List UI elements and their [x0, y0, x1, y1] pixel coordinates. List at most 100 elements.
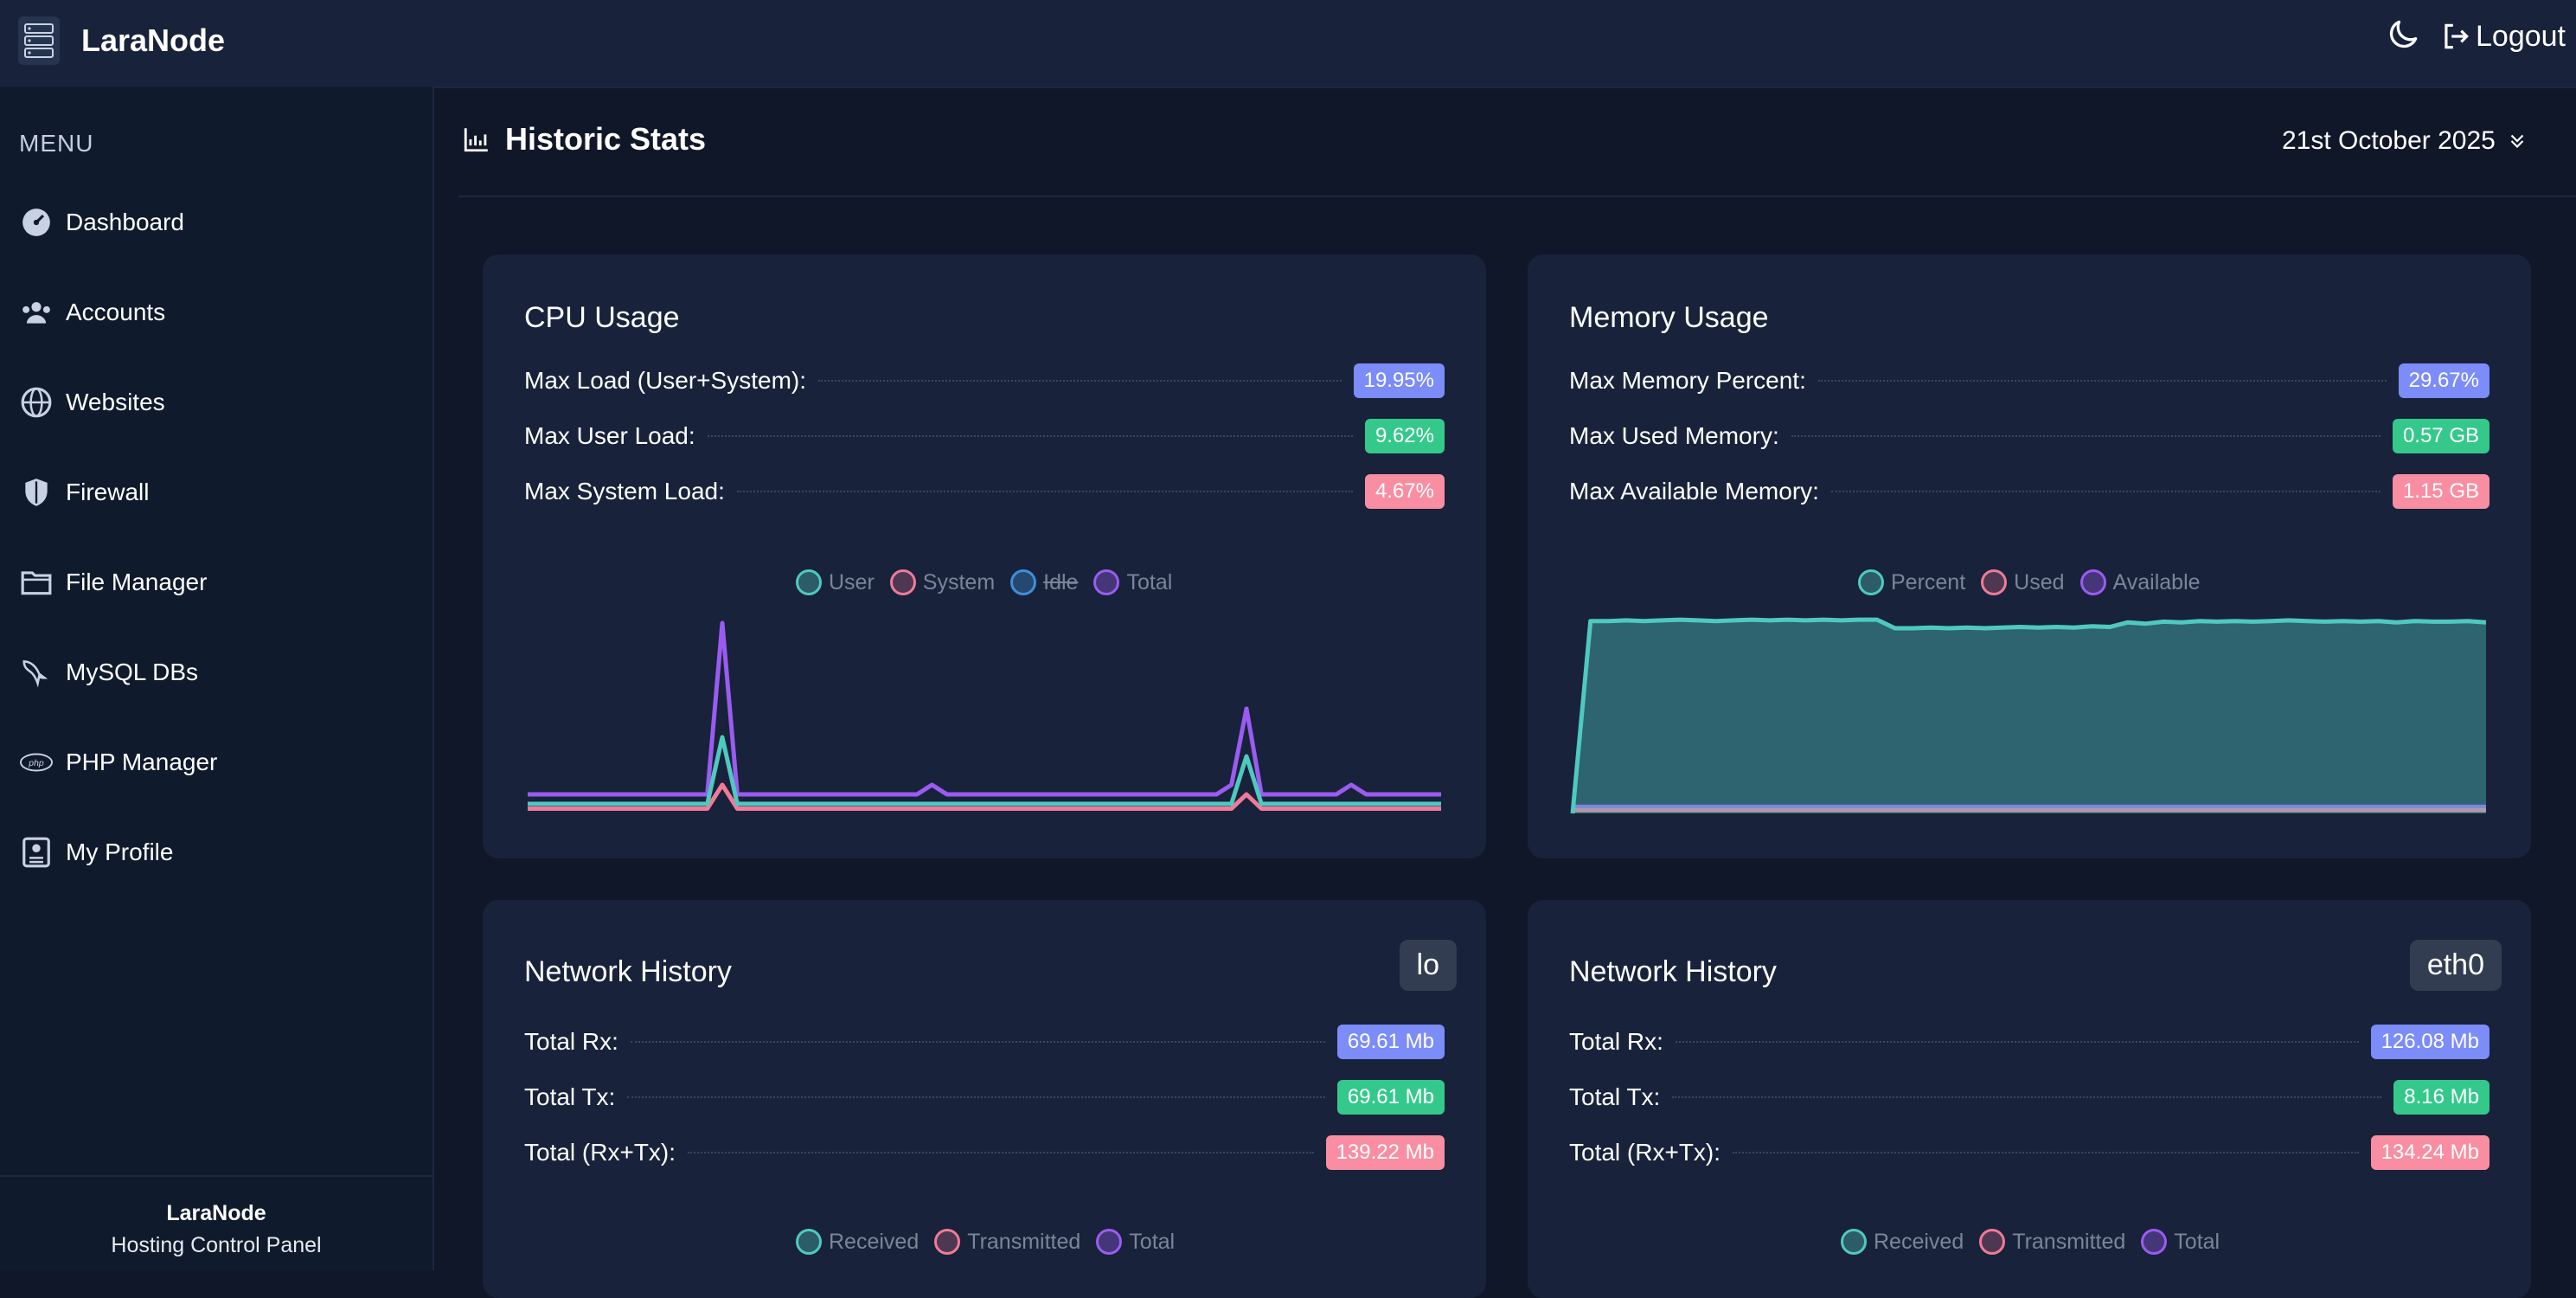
sidebar-footer: LaraNode Hosting Control Panel — [0, 1175, 433, 1258]
sidebar-item-my-profile[interactable]: My Profile — [19, 831, 173, 874]
footer-app-name: LaraNode — [166, 1201, 266, 1225]
page-header: Historic Stats — [462, 121, 706, 157]
app-name[interactable]: LaraNode — [81, 22, 226, 58]
logout-button[interactable]: Logout — [2439, 17, 2566, 55]
legend-item-total[interactable]: Total — [1093, 569, 1172, 595]
chevron-double-down-icon — [2510, 134, 2524, 149]
stat-divider — [1830, 491, 2381, 492]
network-history-lo-card: Network History lo Total Rx: 69.61 Mb To… — [483, 900, 1486, 1298]
svg-text:php: php — [28, 759, 44, 768]
memory-area-chart — [1570, 617, 2487, 814]
stat-divider — [707, 435, 1353, 437]
legend-item-received[interactable]: Received — [1841, 1229, 1964, 1255]
profile-card-icon — [19, 835, 54, 870]
date-select[interactable]: 21st October 2025 — [2282, 126, 2528, 156]
legend-item-available[interactable]: Available — [2079, 569, 2201, 595]
legend-label: Idle — [1043, 569, 1079, 594]
sidebar-item-file-manager[interactable]: File Manager — [19, 561, 207, 604]
sidebar-item-label: My Profile — [66, 839, 174, 865]
legend-label: Total — [1129, 1229, 1176, 1254]
series-area-percent — [1573, 620, 2486, 813]
legend-swatch — [1096, 1229, 1123, 1255]
sidebar-item-websites[interactable]: Websites — [19, 381, 165, 424]
users-icon — [19, 295, 54, 330]
stat-row: Max Load (User+System): 19.95% — [524, 363, 1445, 398]
stat-label: Total Rx: — [1569, 1028, 1663, 1055]
legend-label: System — [922, 569, 996, 594]
legend-label: Transmitted — [2012, 1229, 2126, 1254]
memory-usage-card: Memory Usage Max Memory Percent: 29.67% … — [1528, 254, 2531, 858]
sidebar-item-dashboard[interactable]: Dashboard — [19, 201, 184, 244]
legend-label: Percent — [1891, 569, 1966, 594]
stat-label: Total Rx: — [524, 1028, 618, 1055]
legend-label: Received — [1874, 1229, 1964, 1254]
sidebar-item-label: Accounts — [66, 299, 166, 325]
legend-label: Transmitted — [967, 1229, 1081, 1254]
cpu-line-chart — [528, 620, 1441, 811]
sidebar-item-php-manager[interactable]: php PHP Manager — [19, 741, 217, 784]
sidebar-item-firewall[interactable]: Firewall — [19, 471, 149, 514]
sidebar-item-label: MySQL DBs — [66, 659, 198, 685]
stat-row: Total Tx: 69.61 Mb — [524, 1080, 1445, 1115]
chart-icon — [464, 128, 488, 152]
legend-swatch — [1010, 569, 1037, 595]
server-logo-icon[interactable] — [17, 16, 61, 66]
legend-swatch — [1979, 1229, 2006, 1255]
stat-label: Max Used Memory: — [1569, 422, 1779, 449]
interface-chip[interactable]: lo — [1399, 940, 1457, 991]
card-title: CPU Usage — [524, 301, 680, 334]
stat-row: Max System Load: 4.67% — [524, 474, 1445, 509]
legend-item-transmitted[interactable]: Transmitted — [1979, 1229, 2125, 1255]
card-title: Network History — [524, 955, 732, 988]
stat-row: Total (Rx+Tx): 134.24 Mb — [1569, 1135, 2489, 1170]
stat-label: Max Load (User+System): — [524, 367, 806, 394]
stat-divider — [630, 1041, 1325, 1043]
stat-badge: 9.62% — [1364, 419, 1445, 453]
stat-badge: 1.15 GB — [2392, 474, 2489, 509]
interface-chip[interactable]: eth0 — [2409, 940, 2502, 991]
chart-legend: Received Transmitted Total — [796, 1229, 1175, 1255]
date-select-value: 21st October 2025 — [2282, 126, 2496, 155]
stat-badge: 69.61 Mb — [1336, 1025, 1445, 1059]
chart-legend: Percent Used Available — [1858, 569, 2201, 595]
legend-item-total[interactable]: Total — [2141, 1229, 2220, 1255]
stat-badge: 0.57 GB — [2392, 419, 2489, 453]
sidebar-item-mysql-dbs[interactable]: MySQL DBs — [19, 651, 198, 694]
legend-swatch — [1981, 569, 2008, 595]
stat-label: Total Tx: — [524, 1083, 616, 1110]
legend-label: Used — [2014, 569, 2065, 594]
stat-divider — [1817, 380, 2387, 382]
legend-item-system[interactable]: System — [889, 569, 996, 595]
legend-item-idle[interactable]: Idle — [1010, 569, 1078, 595]
card-title: Network History — [1569, 955, 1777, 988]
stat-badge: 4.67% — [1364, 474, 1445, 509]
legend-swatch — [889, 569, 916, 595]
stat-divider — [1672, 1096, 2382, 1098]
stat-badge: 29.67% — [2398, 363, 2489, 398]
shield-icon — [19, 475, 54, 510]
legend-swatch — [2141, 1229, 2168, 1255]
globe-www-icon — [19, 385, 54, 420]
menu-title: MENU — [19, 130, 94, 157]
legend-item-total[interactable]: Total — [1096, 1229, 1175, 1255]
logout-label: Logout — [2476, 19, 2566, 53]
stat-label: Total (Rx+Tx): — [1569, 1139, 1721, 1166]
sidebar-item-accounts[interactable]: Accounts — [19, 291, 165, 334]
legend-item-transmitted[interactable]: Transmitted — [934, 1229, 1080, 1255]
legend-swatch — [1841, 1229, 1867, 1255]
stat-badge: 134.24 Mb — [2370, 1135, 2489, 1170]
stat-label: Max System Load: — [524, 478, 725, 504]
legend-swatch — [796, 569, 822, 595]
legend-label: Received — [829, 1229, 920, 1254]
moon-icon[interactable] — [2384, 16, 2422, 54]
series-line-system — [528, 782, 1441, 811]
legend-item-percent[interactable]: Percent — [1858, 569, 1965, 595]
speedometer-icon — [19, 205, 54, 240]
network-history-eth0-card: Network History eth0 Total Rx: 126.08 Mb… — [1528, 900, 2531, 1298]
legend-item-received[interactable]: Received — [796, 1229, 919, 1255]
stat-divider — [1675, 1041, 2359, 1043]
stat-label: Max Available Memory: — [1569, 478, 1819, 504]
php-icon: php — [19, 745, 54, 780]
legend-item-used[interactable]: Used — [1981, 569, 2065, 595]
legend-item-user[interactable]: User — [796, 569, 875, 595]
